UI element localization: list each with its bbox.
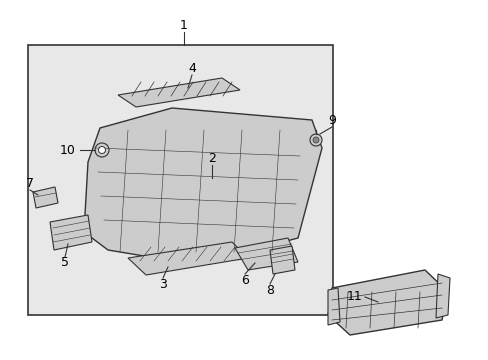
Polygon shape	[269, 246, 294, 274]
Text: 8: 8	[265, 284, 273, 297]
Polygon shape	[435, 274, 449, 318]
Polygon shape	[118, 78, 240, 107]
Text: 6: 6	[241, 274, 248, 287]
Polygon shape	[33, 187, 58, 208]
Text: 4: 4	[188, 62, 196, 75]
Text: 1: 1	[180, 18, 187, 32]
Text: 2: 2	[207, 152, 216, 165]
Circle shape	[98, 147, 105, 153]
Polygon shape	[128, 242, 247, 275]
Text: 9: 9	[327, 113, 335, 126]
Circle shape	[312, 137, 318, 143]
Circle shape	[95, 143, 109, 157]
Bar	[28, 45, 332, 315]
Polygon shape	[84, 108, 321, 260]
Circle shape	[309, 134, 321, 146]
Text: 11: 11	[346, 291, 362, 303]
Text: 5: 5	[61, 256, 69, 270]
Polygon shape	[235, 238, 297, 270]
Text: 3: 3	[159, 279, 166, 292]
Polygon shape	[327, 288, 339, 325]
Polygon shape	[327, 270, 447, 335]
Polygon shape	[50, 215, 92, 250]
Text: 7: 7	[26, 176, 34, 189]
Text: 10: 10	[60, 144, 76, 157]
